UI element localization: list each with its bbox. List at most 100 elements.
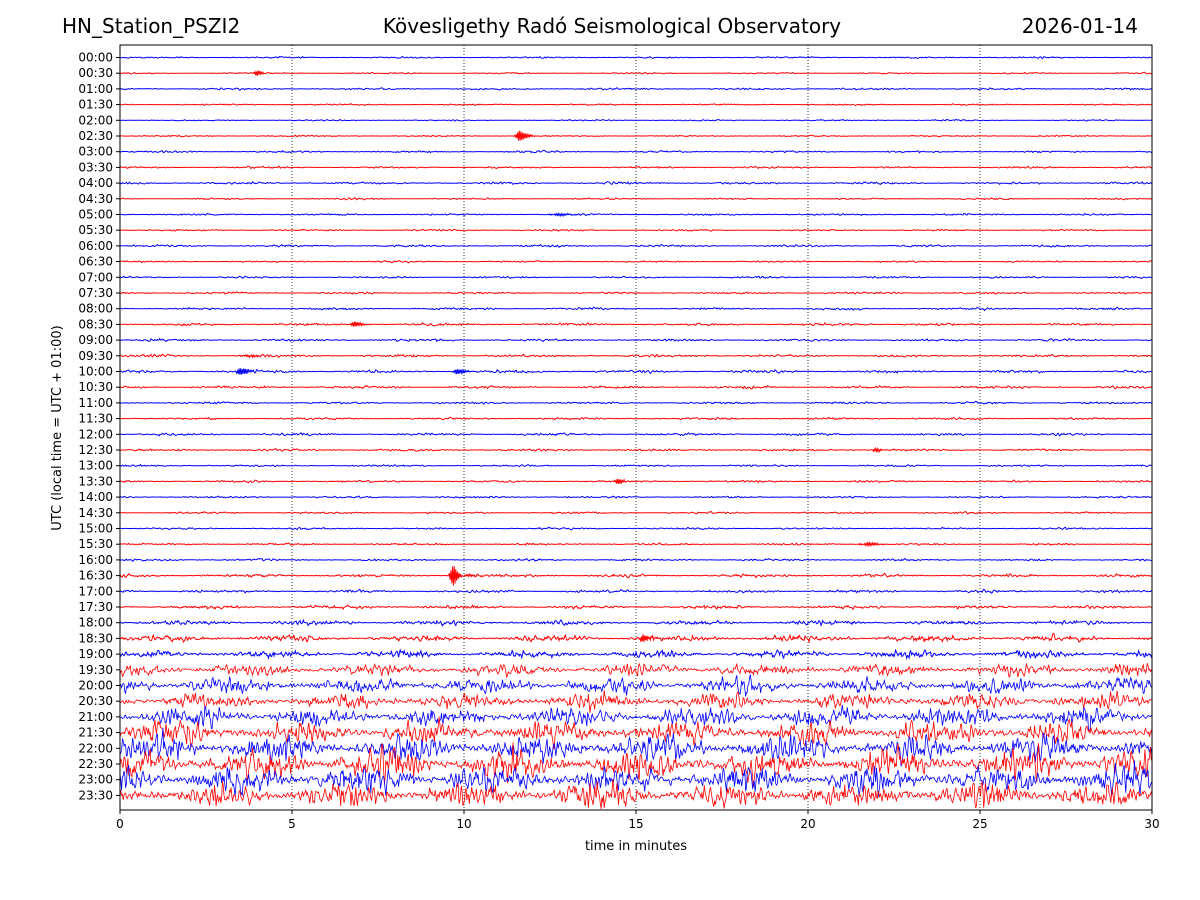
trace-2330 [120,779,1152,810]
trace-1730 [120,604,1152,610]
trace-1230 [120,446,1152,454]
trace-1900 [120,648,1152,661]
trace-1330 [120,478,1152,485]
y-tick-label: 01:00 [78,82,113,96]
y-tick-label: 10:00 [78,365,113,379]
y-tick-label: 04:30 [78,192,113,206]
y-tick-label: 21:00 [78,710,113,724]
trace-0330 [120,165,1152,170]
traces [120,55,1152,810]
trace-1600 [120,557,1152,562]
x-ticks: 0 5 10 15 20 25 30 [116,810,1160,831]
y-tick-label: 06:30 [78,255,113,269]
x-tick-label: 15 [628,817,643,831]
y-tick-label: 02:00 [78,113,113,127]
trace-0630 [120,260,1152,264]
y-tick-label: 18:00 [78,616,113,630]
y-tick-label: 14:30 [78,506,113,520]
trace-1100 [120,400,1152,405]
trace-2200 [120,727,1152,767]
y-tick-label: 20:00 [78,679,113,693]
trace-1630 [120,566,1152,586]
y-tick-label: 22:00 [78,741,113,755]
y-tick-label: 19:00 [78,647,113,661]
y-tick-label: 07:30 [78,286,113,300]
y-tick-label: 19:30 [78,663,113,677]
trace-1530 [120,541,1152,548]
y-tick-label: 17:30 [78,600,113,614]
y-tick-label: 09:30 [78,349,113,363]
y-tick-label: 13:00 [78,459,113,473]
x-tick-label: 5 [288,817,296,831]
trace-0500 [120,212,1152,218]
trace-1030 [120,385,1152,390]
y-tick-label: 16:30 [78,569,113,583]
trace-0430 [120,197,1152,201]
trace-0300 [120,149,1152,154]
y-tick-label: 05:00 [78,208,113,222]
y-tick-label: 07:00 [78,270,113,284]
trace-0000 [120,55,1152,60]
trace-2300 [120,760,1152,798]
trace-1500 [120,526,1152,531]
trace-1830 [120,632,1152,644]
trace-0800 [120,306,1152,312]
trace-1130 [120,416,1152,421]
trace-0400 [120,180,1152,186]
y-tick-label: 00:00 [78,51,113,65]
trace-0100 [120,87,1152,91]
y-tick-label: 16:00 [78,553,113,567]
y-tick-label: 22:30 [78,757,113,771]
trace-0930 [120,353,1152,359]
trace-1300 [120,463,1152,468]
trace-1000 [120,368,1152,375]
trace-0230 [120,130,1152,141]
trace-0030 [120,70,1152,76]
trace-1430 [120,510,1152,515]
trace-2100 [120,704,1152,732]
y-tick-label: 10:30 [78,380,113,394]
y-tick-label: 02:30 [78,129,113,143]
y-tick-label: 23:30 [78,788,113,802]
y-tick-label: 12:30 [78,443,113,457]
y-tick-label: 11:30 [78,412,113,426]
x-axis-label: time in minutes [585,839,687,854]
trace-0200 [120,118,1152,122]
trace-1930 [120,662,1152,679]
y-tick-label: 14:00 [78,490,113,504]
x-tick-label: 0 [116,817,124,831]
y-tick-label: 23:00 [78,773,113,787]
trace-1800 [120,618,1152,628]
y-tick-label: 20:30 [78,694,113,708]
trace-1400 [120,495,1152,499]
y-tick-label: 06:00 [78,239,113,253]
trace-0530 [120,228,1152,232]
y-tick-label: 09:00 [78,333,113,347]
trace-0600 [120,243,1152,249]
trace-0830 [120,321,1152,327]
x-tick-label: 25 [972,817,987,831]
station-name: HN_Station_PSZI2 [62,14,241,38]
trace-0130 [120,103,1152,107]
trace-2130 [120,716,1152,750]
grid-lines [291,45,981,810]
x-tick-label: 20 [800,817,815,831]
trace-1700 [120,588,1152,594]
y-tick-label: 13:30 [78,474,113,488]
y-tick-label: 18:30 [78,631,113,645]
trace-0730 [120,291,1152,295]
y-tick-label: 01:30 [78,98,113,112]
y-tick-label: 08:00 [78,302,113,316]
y-tick-label: 15:30 [78,537,113,551]
trace-2030 [120,690,1152,713]
y-tick-label: 17:00 [78,584,113,598]
trace-2000 [120,674,1152,697]
y-tick-label: 08:30 [78,317,113,331]
trace-0700 [120,275,1152,279]
trace-1200 [120,432,1152,437]
trace-0900 [120,337,1152,343]
y-tick-label: 11:00 [78,396,113,410]
observatory-title: Kövesligethy Radó Seismological Observat… [382,14,842,38]
